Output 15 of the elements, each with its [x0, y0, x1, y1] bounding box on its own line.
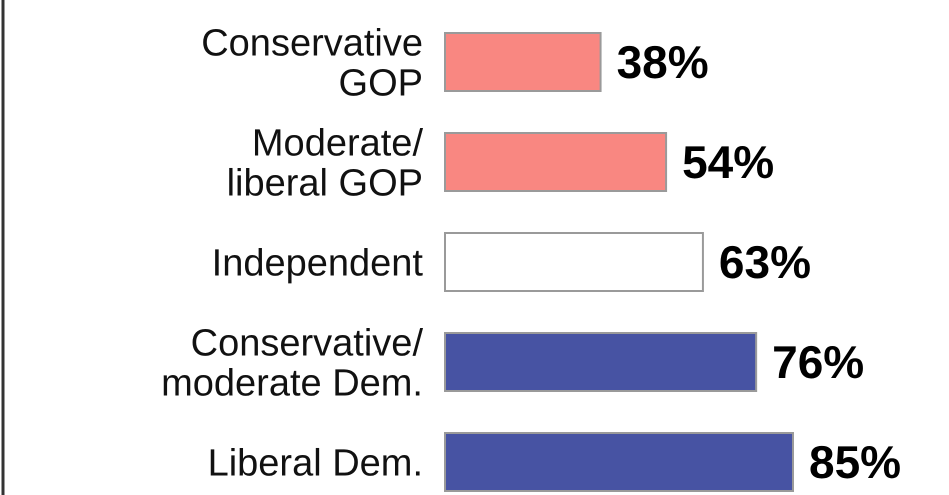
bar — [444, 432, 794, 492]
data-label: 76% — [772, 336, 864, 388]
data-label: 85% — [809, 436, 902, 488]
y-tick-label: Moderate/ liberal GOP — [226, 122, 424, 204]
bar — [444, 332, 758, 392]
y-tick-label: Conservative GOP — [201, 22, 423, 104]
data-label: 38% — [616, 36, 709, 88]
bar — [444, 232, 704, 292]
data-label: 63% — [718, 236, 812, 288]
data-label: 54% — [682, 136, 774, 188]
y-tick-label: Liberal Dem. — [208, 442, 423, 484]
y-tick-label: Independent — [212, 242, 424, 284]
bar — [444, 132, 668, 192]
y-tick-label: Conservative/ moderate Dem. — [161, 322, 424, 404]
bar — [444, 32, 602, 92]
